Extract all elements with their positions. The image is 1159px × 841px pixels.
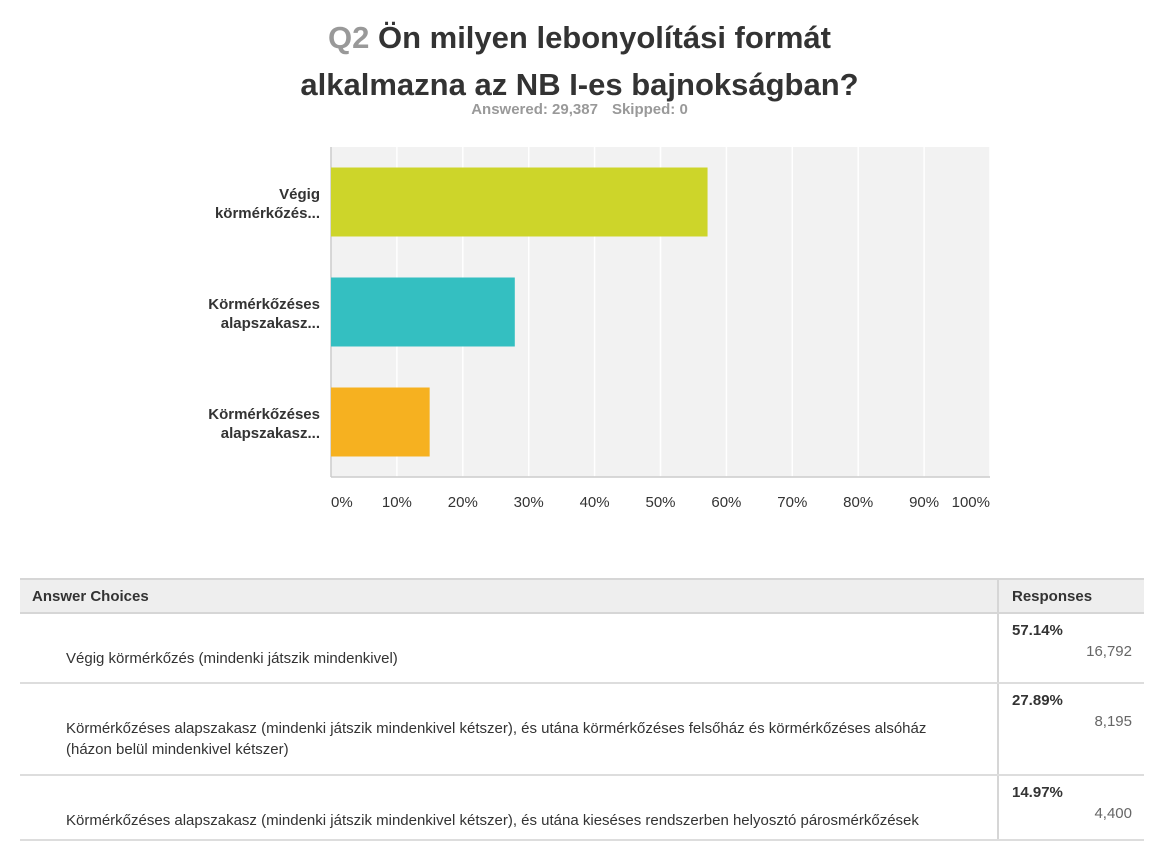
y-category-label-line: körmérkőzés... [215,205,320,222]
response-summary: Answered: 29,387 Skipped: 0 [0,101,1159,118]
table-header-row: Answer Choices Responses [20,578,1144,614]
bar-chart: 0% 10% 20% 30% 40% 50% 60% 70% 80% 90% 100% Végig kö… [208,147,991,511]
answer-choice-text: Körmérkőzéses alapszakasz (mindenki játs… [66,720,927,758]
y-category-label-line: Körmérkőzéses [208,406,320,423]
x-tick-label: 100% [952,494,990,511]
answered-count: Answered: 29,387 [471,101,598,118]
x-tick-label: 90% [909,494,939,511]
y-category-label-line: alapszakasz... [221,425,320,442]
x-tick-label: 60% [711,494,741,511]
question-text-line-1: Ön milyen lebonyolítási formát [377,20,831,55]
table-row: Végig körmérkőzés (mindenki játszik mind… [20,613,1144,684]
x-tick-label: 30% [514,494,544,511]
answer-choice-cell: Körmérkőzéses alapszakasz (mindenki játs… [20,683,998,776]
responses-table: Answer Choices Responses Végig körmérkőz… [20,578,1144,841]
question-title: Q2 Ön milyen lebonyolítási formát alkalm… [0,14,1159,108]
table-row: Körmérkőzéses alapszakasz (mindenki játs… [20,775,1144,841]
y-category-label-line: Végig [279,186,320,203]
answer-choice-text: Végig körmérkőzés (mindenki játszik mind… [66,650,398,667]
x-tick-label: 80% [843,494,873,511]
x-tick-label: 70% [777,494,807,511]
answer-choices-header[interactable]: Answer Choices [20,578,998,614]
x-tick-label: 50% [645,494,675,511]
bar [331,387,430,457]
x-tick-label: 40% [580,494,610,511]
table-row: Körmérkőzéses alapszakasz (mindenki játs… [20,683,1144,776]
y-category-label: Végig körmérkőzés... [215,186,320,222]
x-tick-label: 0% [331,494,353,511]
y-category-label-line: Körmérkőzéses [208,296,320,313]
bar [331,167,708,237]
response-cell: 27.89% 8,195 [997,683,1144,776]
question-text-line-2: alkalmazna az NB I-es bajnokságban? [300,67,859,102]
question-number: Q2 [327,20,370,55]
response-percent: 14.97% [1012,784,1063,801]
responses-header[interactable]: Responses [997,578,1144,614]
response-count: 16,792 [1086,643,1132,660]
response-cell: 14.97% 4,400 [997,775,1144,841]
response-count: 8,195 [1094,713,1132,730]
answer-choice-cell: Végig körmérkőzés (mindenki játszik mind… [20,613,998,684]
x-tick-label: 10% [382,494,412,511]
answer-choice-cell: Körmérkőzéses alapszakasz (mindenki játs… [20,775,998,841]
response-cell: 57.14% 16,792 [997,613,1144,684]
answer-choice-text: Körmérkőzéses alapszakasz (mindenki játs… [66,812,919,829]
y-category-label: Körmérkőzéses alapszakasz... [208,406,320,442]
skipped-count: Skipped: 0 [611,101,688,118]
question-title-line-1: Q2 Ön milyen lebonyolítási formát [0,14,1159,61]
y-category-label: Körmérkőzéses alapszakasz... [208,296,320,332]
y-category-label-line: alapszakasz... [221,315,320,332]
response-percent: 57.14% [1012,622,1063,639]
x-tick-label: 20% [448,494,478,511]
bar [331,277,515,347]
response-percent: 27.89% [1012,692,1063,709]
